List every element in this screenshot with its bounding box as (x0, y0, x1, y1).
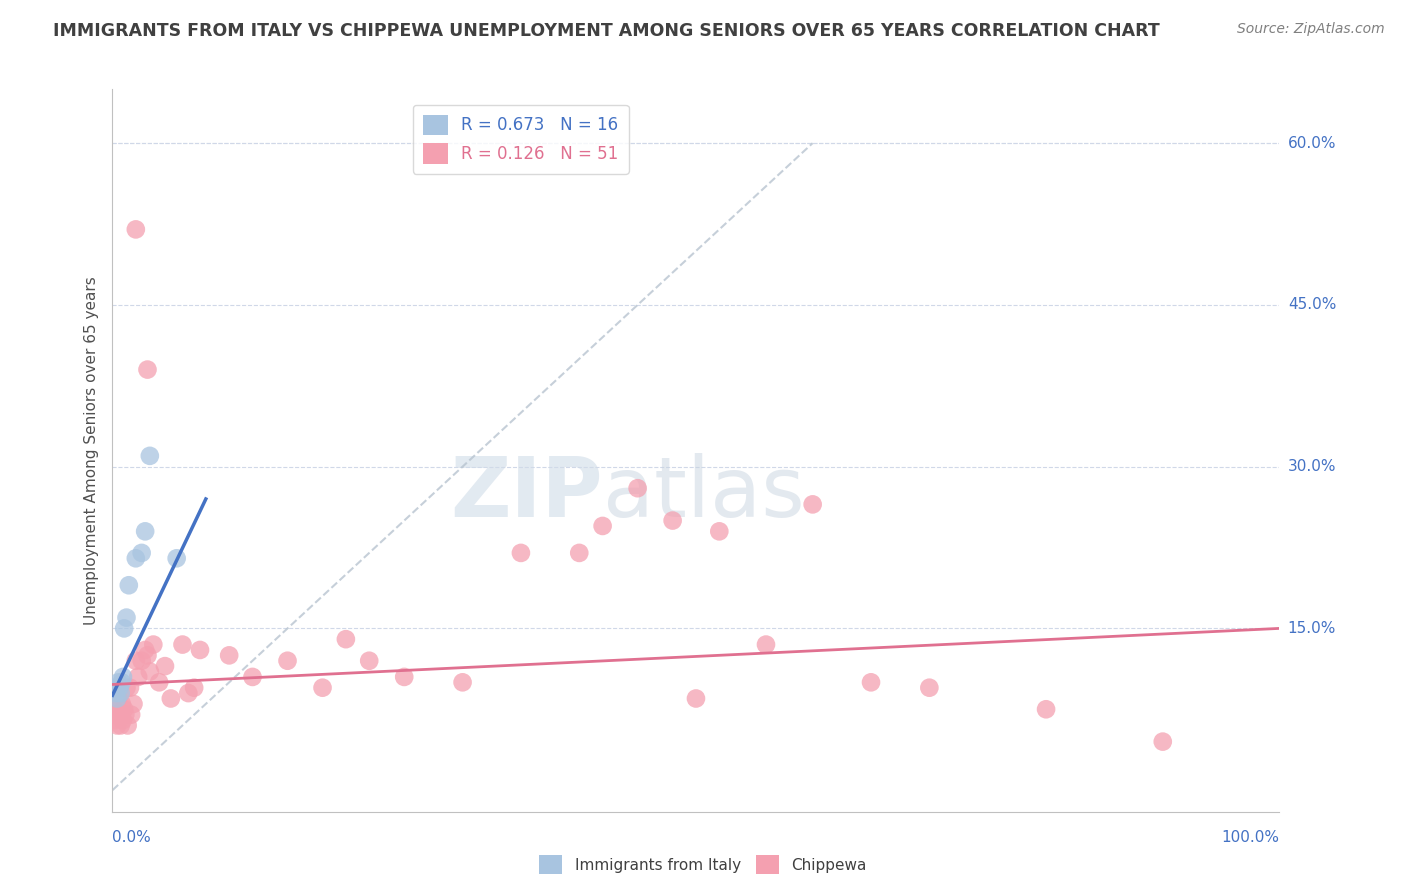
Point (104, 686, 127, 700)
Point (118, 578, 141, 592)
Point (103, 702, 125, 716)
Point (860, 675, 883, 690)
Point (114, 707, 136, 722)
Point (177, 686, 200, 700)
Point (127, 670, 149, 684)
Point (685, 691, 707, 706)
Point (592, 519, 614, 533)
Point (110, 686, 132, 700)
Text: 45.0%: 45.0% (1288, 297, 1336, 312)
Point (131, 654, 153, 668)
Point (142, 638, 165, 652)
Text: 30.0%: 30.0% (1288, 459, 1336, 475)
Point (148, 675, 170, 690)
Point (108, 707, 131, 722)
Point (111, 670, 134, 684)
Point (112, 702, 135, 716)
Point (115, 610, 138, 624)
Point (105, 718, 128, 732)
Point (218, 648, 240, 663)
Point (104, 707, 127, 722)
Point (166, 551, 188, 566)
Point (105, 691, 128, 706)
Point (110, 718, 132, 732)
Text: atlas: atlas (603, 453, 804, 534)
Text: IMMIGRANTS FROM ITALY VS CHIPPEWA UNEMPLOYMENT AMONG SENIORS OVER 65 YEARS CORRE: IMMIGRANTS FROM ITALY VS CHIPPEWA UNEMPL… (53, 22, 1160, 40)
Point (139, 665, 162, 679)
Text: 0.0%: 0.0% (112, 830, 152, 846)
Point (117, 718, 139, 732)
Point (160, 691, 183, 706)
Text: 15.0%: 15.0% (1288, 621, 1336, 636)
Point (172, 638, 194, 652)
Point (568, 546, 591, 560)
Point (120, 707, 142, 722)
Point (107, 675, 129, 690)
Text: 100.0%: 100.0% (1222, 830, 1279, 846)
Point (118, 681, 141, 695)
Point (136, 362, 159, 376)
Point (1035, 702, 1057, 716)
Point (918, 681, 941, 695)
Point (108, 681, 131, 695)
Point (122, 697, 145, 711)
Legend: Immigrants from Italy, Chippewa: Immigrants from Italy, Chippewa (533, 849, 873, 880)
Y-axis label: Unemployment Among Seniors over 65 years: Unemployment Among Seniors over 65 years (84, 277, 100, 624)
Text: 60.0%: 60.0% (1288, 136, 1336, 151)
Point (107, 691, 129, 706)
Point (359, 654, 381, 668)
Point (661, 514, 683, 528)
Point (335, 632, 357, 647)
Point (153, 659, 176, 673)
Point (1152, 734, 1174, 748)
Point (134, 524, 156, 539)
Point (139, 449, 162, 463)
Point (112, 621, 135, 635)
Point (394, 670, 416, 684)
Point (134, 643, 156, 657)
Point (131, 546, 153, 560)
Point (276, 654, 298, 668)
Point (125, 551, 148, 566)
Point (125, 654, 148, 668)
Point (111, 675, 134, 690)
Point (242, 670, 264, 684)
Point (136, 648, 159, 663)
Point (111, 697, 134, 711)
Point (627, 481, 650, 495)
Point (104, 713, 127, 727)
Point (709, 524, 731, 539)
Point (183, 681, 205, 695)
Point (115, 681, 138, 695)
Point (188, 643, 211, 657)
Point (755, 638, 778, 652)
Legend: R = 0.673   N = 16, R = 0.126   N = 51: R = 0.673 N = 16, R = 0.126 N = 51 (413, 104, 628, 174)
Point (111, 713, 134, 727)
Point (125, 222, 148, 236)
Point (311, 681, 333, 695)
Text: Source: ZipAtlas.com: Source: ZipAtlas.com (1237, 22, 1385, 37)
Point (451, 675, 474, 690)
Point (801, 497, 824, 511)
Point (104, 681, 127, 695)
Text: ZIP: ZIP (450, 453, 603, 534)
Point (509, 546, 531, 560)
